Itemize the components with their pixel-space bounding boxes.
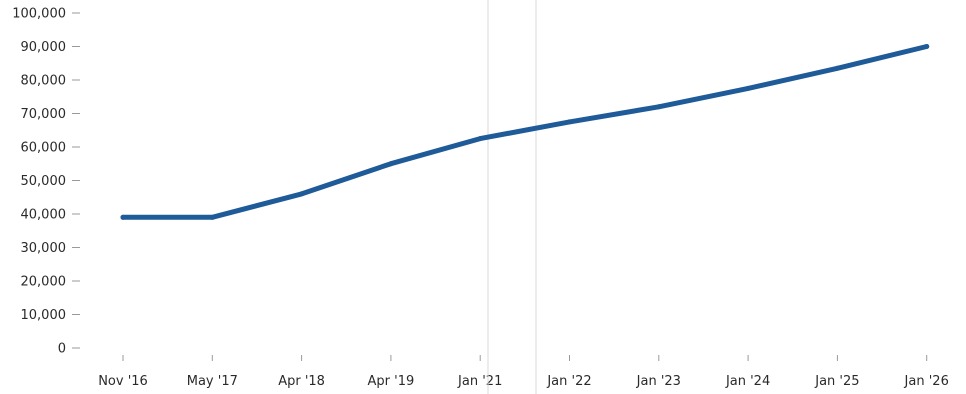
- data-point: [299, 191, 305, 197]
- series-line: [120, 44, 930, 220]
- x-tick-label: Jan '22: [546, 374, 591, 389]
- x-tick-label: Apr '19: [368, 374, 415, 389]
- x-tick-label: Jan '25: [814, 374, 859, 389]
- y-tick-label: 20,000: [21, 275, 67, 290]
- y-tick-label: 40,000: [21, 208, 67, 223]
- x-tick-label: Jan '24: [725, 374, 770, 389]
- y-tick-label: 70,000: [21, 107, 67, 122]
- y-tick-label: 0: [58, 342, 66, 357]
- vertical-dividers: [487, 0, 537, 394]
- data-point: [656, 104, 662, 110]
- data-point: [834, 65, 840, 71]
- data-point: [924, 44, 930, 49]
- y-tick-label: 30,000: [21, 241, 67, 256]
- y-tick-label: 100,000: [12, 7, 66, 22]
- y-tick-label: 50,000: [21, 174, 67, 189]
- y-axis: 0 10,000 20,000 30,000 40,000 50,000 60,000 70,…: [12, 7, 80, 357]
- data-point: [388, 161, 394, 167]
- x-tick-label: May '17: [187, 374, 238, 389]
- x-tick-label: Jan '26: [904, 374, 949, 389]
- series-group: [120, 44, 930, 220]
- data-point: [745, 85, 751, 91]
- data-point: [209, 214, 215, 220]
- x-tick-label: Jan '23: [636, 374, 681, 389]
- x-tick-label: Jan '21: [457, 374, 502, 389]
- x-axis: Nov '16 May '17 Apr '18 Apr '19 Jan '21 Jan '…: [98, 355, 949, 389]
- data-point: [477, 136, 483, 142]
- y-tick-label: 90,000: [21, 40, 67, 55]
- y-tick-label: 10,000: [21, 308, 67, 323]
- x-tick-label: Nov '16: [98, 374, 148, 389]
- data-point: [120, 214, 126, 220]
- data-point: [567, 119, 572, 125]
- x-tick-label: Apr '18: [278, 374, 325, 389]
- y-tick-label: 80,000: [21, 74, 67, 89]
- y-tick-label: 60,000: [21, 141, 67, 156]
